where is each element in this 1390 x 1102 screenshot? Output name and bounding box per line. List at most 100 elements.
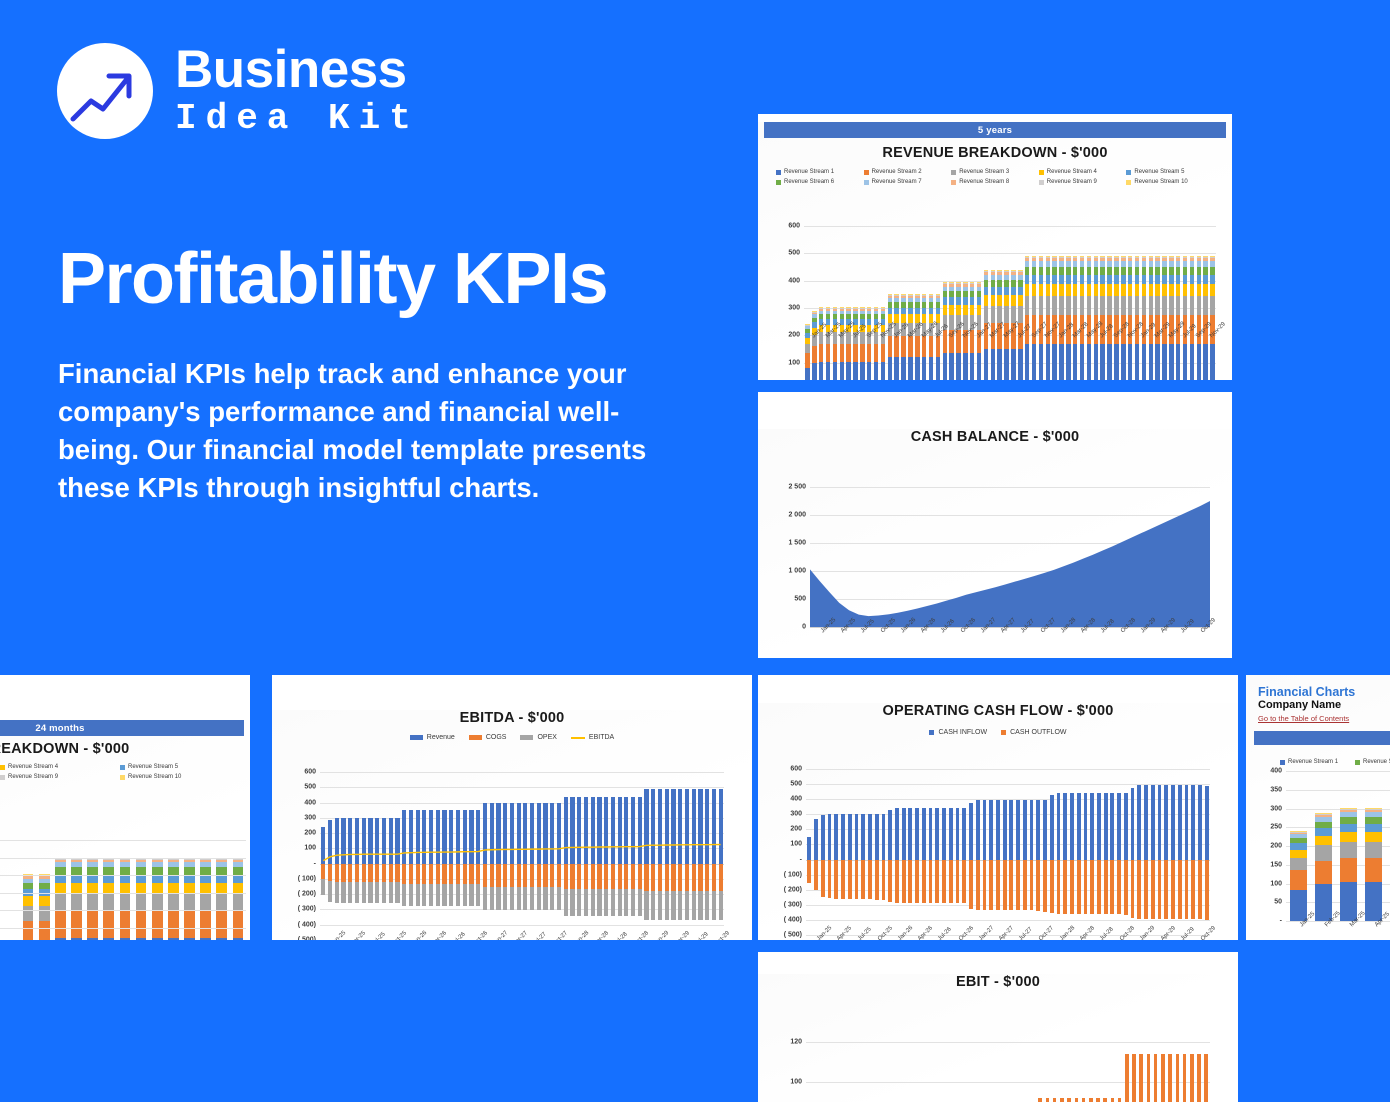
bar-segment: [881, 307, 886, 308]
bar-positive: [1077, 793, 1081, 860]
bar-segment: [1176, 275, 1181, 284]
bar-segment: [1190, 344, 1195, 380]
bar-segment: [71, 860, 82, 862]
bar-segment: [874, 344, 879, 362]
card-ebit[interactable]: EBIT - $'000 12010080: [758, 952, 1238, 1102]
bar-segment: [901, 308, 906, 315]
bar-segment: [943, 287, 948, 291]
bar-segment: [1340, 882, 1357, 921]
bar-segment: [136, 867, 147, 874]
x-axis-tick: Oct-28: [1119, 925, 1136, 940]
bar-segment: [840, 362, 845, 380]
bar-segment: [23, 879, 34, 883]
bar-segment: [888, 302, 893, 308]
bar-segment: [881, 314, 886, 319]
bar-segment: [1004, 295, 1009, 306]
y-axis-tick: ( 300): [280, 906, 316, 913]
bar-segment: [1135, 267, 1140, 275]
bar-segment: [1197, 261, 1202, 266]
bar-segment: [1210, 257, 1215, 258]
bar-ebit: [1075, 1098, 1079, 1102]
y-axis-tick: 100: [280, 845, 316, 852]
bar-segment: [949, 282, 954, 283]
bar-segment: [1203, 296, 1208, 315]
card-revenue-breakdown-5y[interactable]: 5 years REVENUE BREAKDOWN - $'000 Revenu…: [758, 114, 1232, 380]
bar-negative: [915, 860, 919, 903]
bar-segment: [922, 298, 927, 302]
bar-segment: [1155, 257, 1160, 258]
bar-negative: [828, 860, 832, 899]
bar-segment: [1142, 344, 1147, 380]
bar-segment: [1183, 344, 1188, 380]
bar-negative: [1104, 860, 1108, 914]
page-description: Financial KPIs help track and enhance yo…: [58, 355, 648, 507]
bar-segment: [991, 280, 996, 287]
bar-segment: [233, 862, 244, 867]
bar-segment: [970, 287, 975, 291]
card-financial-charts[interactable]: Financial Charts Company Name Go to the …: [1246, 675, 1390, 940]
gridline: [806, 829, 1210, 830]
bar-segment: [1340, 824, 1357, 832]
bar-segment: [1190, 267, 1195, 275]
bar-segment: [991, 295, 996, 306]
bar-segment: [1059, 258, 1064, 261]
bar-segment: [1162, 261, 1167, 266]
bar-positive: [922, 808, 926, 859]
bar-segment: [1032, 284, 1037, 296]
bar-segment: [943, 353, 948, 380]
bar-segment: [23, 921, 34, 940]
bar-negative: [1084, 860, 1088, 914]
bar-segment: [1114, 296, 1119, 315]
bar-segment: [997, 295, 1002, 306]
card-revenue-breakdown-24m[interactable]: 24 months REAKDOWN - $'000 Revenue Strea…: [0, 675, 250, 940]
bar-segment: [956, 284, 961, 286]
bar-segment: [991, 271, 996, 272]
bar-segment: [1066, 296, 1071, 315]
bar-segment: [1197, 258, 1202, 261]
bar-segment: [826, 362, 831, 380]
bar-segment: [1121, 257, 1126, 258]
bar-segment: [1128, 267, 1133, 275]
x-axis-tick: Apr-29: [1160, 925, 1177, 940]
bar-segment: [915, 308, 920, 315]
bar-segment: [805, 324, 810, 325]
bar-segment: [915, 294, 920, 295]
bar-segment: [1183, 257, 1188, 258]
bar-positive: [1144, 785, 1148, 859]
bar-segment: [1032, 296, 1037, 315]
bar-segment: [894, 357, 899, 380]
bar-segment: [39, 921, 50, 940]
bar-negative: [1137, 860, 1141, 919]
bar-ebit: [1176, 1054, 1180, 1102]
bar-segment: [1059, 267, 1064, 275]
bar-negative: [841, 860, 845, 900]
bar-segment: [1073, 257, 1078, 258]
bar-negative: [935, 860, 939, 903]
bar-segment: [840, 344, 845, 362]
bar-segment: [120, 862, 131, 867]
bar-segment: [1155, 258, 1160, 261]
bar-segment: [922, 314, 927, 323]
bar-segment: [1004, 306, 1009, 323]
y-axis-tick: ( 200): [280, 891, 316, 898]
bar-segment: [929, 308, 934, 315]
bar-positive: [1036, 800, 1040, 860]
bar-segment: [1080, 257, 1085, 258]
bar-segment: [1107, 296, 1112, 315]
bar-segment: [1135, 256, 1140, 257]
bar-segment: [949, 291, 954, 297]
bar-segment: [840, 307, 845, 308]
bar-segment: [55, 862, 66, 867]
bar-segment: [881, 311, 886, 314]
bar-segment: [963, 287, 968, 291]
bar-ebit: [1147, 1054, 1151, 1102]
bar-segment: [1121, 344, 1126, 380]
bar-segment: [956, 282, 961, 283]
bar-segment: [1080, 261, 1085, 266]
y-axis-tick: 500: [766, 781, 802, 788]
bar-segment: [833, 362, 838, 380]
bar-segment: [1128, 258, 1133, 261]
